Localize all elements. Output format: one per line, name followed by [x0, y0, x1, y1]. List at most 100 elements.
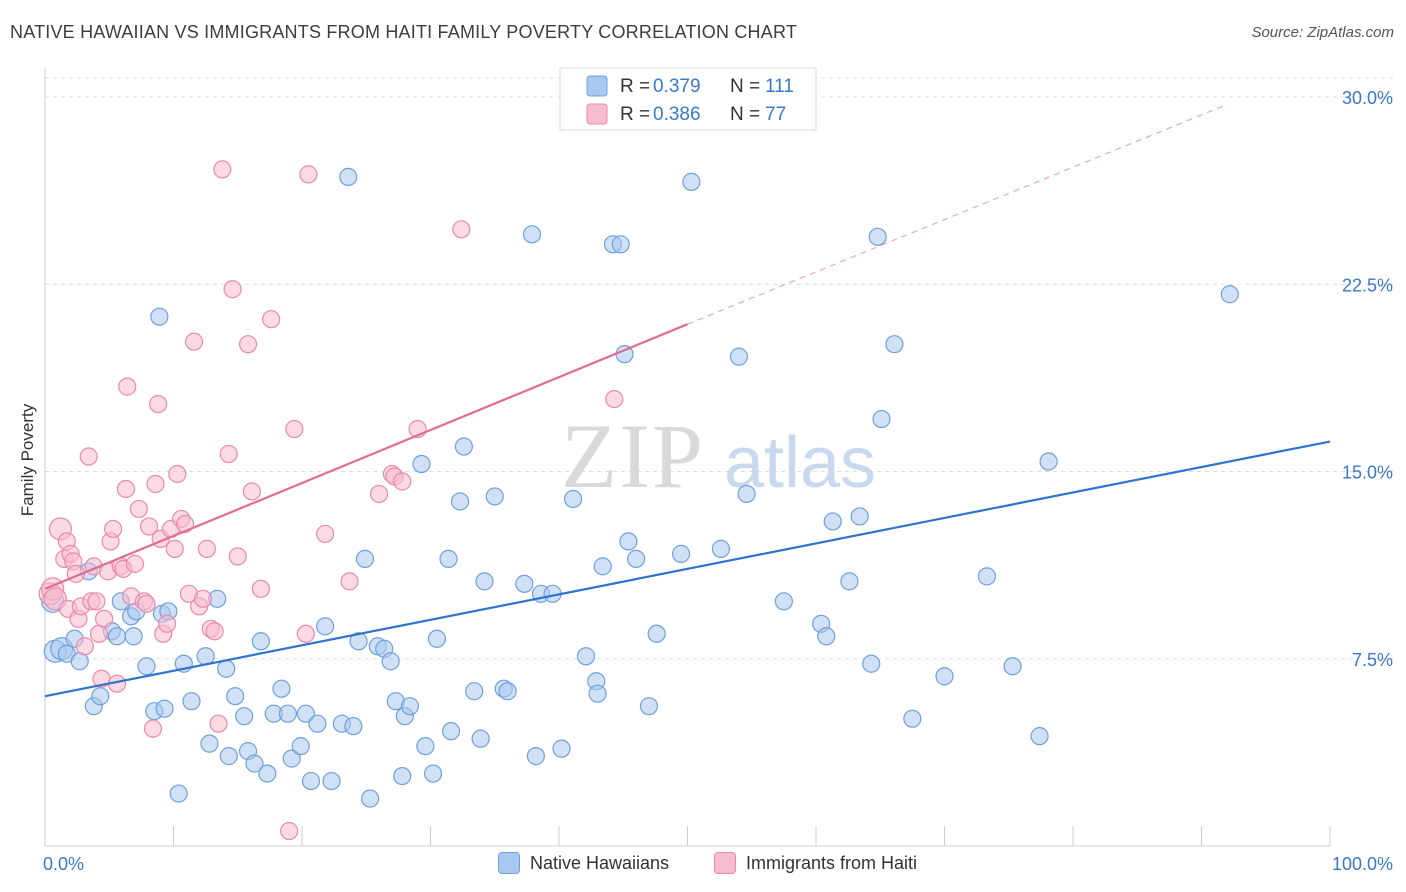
- chart-title: NATIVE HAWAIIAN VS IMMIGRANTS FROM HAITI…: [10, 22, 798, 42]
- immigrants-from-haiti-point-41: [165, 539, 184, 558]
- native-hawaiians-point-89: [647, 624, 666, 643]
- immigrants-from-haiti-point-13: [79, 447, 98, 466]
- native-hawaiians-point-49: [355, 549, 375, 568]
- immigrants-from-haiti-point-65: [316, 524, 335, 544]
- x-tick-label-0: 0.0%: [43, 854, 84, 874]
- native-hawaiians-point-97: [817, 627, 836, 646]
- bottom-legend-swatch-blue: [498, 852, 520, 874]
- grid-lines: [45, 77, 1395, 660]
- immigrants-from-haiti-point-56: [228, 547, 247, 566]
- native-hawaiians-point-106: [935, 667, 954, 686]
- legend-n-label-2: N =: [730, 104, 760, 125]
- immigrants-from-haiti-point-51: [205, 622, 224, 641]
- native-hawaiians-point-38: [282, 749, 301, 768]
- y-axis-label: Family Poverty: [18, 403, 37, 517]
- immigrants-from-haiti-point-67: [370, 484, 389, 504]
- native-hawaiians-point-25: [200, 734, 219, 753]
- immigrants-from-haiti-point-12: [75, 637, 94, 656]
- bottom-legend-item-immigrants-from-haiti: Immigrants from Haiti: [714, 852, 917, 874]
- bottom-legend-item-native-hawaiians: Native Hawaiians: [498, 852, 669, 874]
- native-hawaiians-point-40: [296, 704, 315, 723]
- immigrants-from-haiti-point-36: [148, 394, 168, 414]
- y-tick-labels: 7.5% 15.0% 22.5% 30.0%: [1342, 88, 1393, 670]
- legend-n-value-1: 111: [765, 76, 794, 97]
- native-hawaiians-point-59: [416, 737, 435, 756]
- native-hawaiians-point-87: [626, 549, 646, 568]
- native-hawaiians-point-15: [137, 657, 156, 676]
- native-hawaiians-point-107: [977, 567, 997, 586]
- native-hawaiians-point-66: [465, 682, 484, 701]
- y-tick-label-3: 30.0%: [1342, 88, 1393, 108]
- native-hawaiians-point-65: [454, 437, 474, 456]
- y-tick-label-1: 15.0%: [1342, 463, 1393, 483]
- native-hawaiians-point-81: [588, 684, 607, 703]
- series-immigrants-from-haiti: [38, 160, 624, 841]
- native-hawaiians-point-92: [711, 539, 731, 558]
- immigrants-from-haiti-point-60: [262, 310, 281, 329]
- immigrants-from-haiti-point-46: [184, 332, 204, 351]
- immigrants-from-haiti-point-57: [238, 335, 258, 354]
- immigrants-from-haiti-point-63: [296, 624, 315, 643]
- native-hawaiians-point-47: [344, 717, 363, 736]
- native-hawaiians-point-103: [872, 409, 891, 429]
- native-hawaiians-point-102: [868, 227, 887, 246]
- immigrants-from-haiti-point-32: [137, 594, 156, 613]
- native-hawaiians-point-36: [272, 679, 291, 698]
- native-hawaiians-point-84: [611, 235, 630, 254]
- immigrants-from-haiti-point-70: [393, 472, 412, 491]
- immigrants-from-haiti-point-39: [157, 614, 177, 633]
- native-hawaiians-point-60: [423, 764, 443, 783]
- immigrants-from-haiti-point-58: [242, 482, 261, 501]
- native-hawaiians-point-20: [150, 307, 169, 326]
- native-hawaiians-point-73: [522, 225, 542, 244]
- immigrants-from-haiti-point-42: [168, 464, 187, 484]
- legend-r-label-2: R =: [620, 104, 650, 125]
- native-hawaiians-point-78: [564, 489, 583, 509]
- native-hawaiians-point-57: [400, 697, 420, 716]
- native-hawaiians-point-72: [515, 574, 534, 593]
- native-hawaiians-point-44: [322, 771, 341, 791]
- immigrants-from-haiti-point-19: [95, 609, 114, 628]
- watermark: ZIP atlas: [561, 405, 876, 507]
- native-hawaiians-point-99: [840, 572, 859, 591]
- native-hawaiians-point-39: [291, 737, 310, 756]
- immigrants-from-haiti-point-53: [213, 160, 232, 179]
- y-tick-label-0: 7.5%: [1352, 650, 1393, 670]
- native-hawaiians-point-105: [903, 709, 922, 728]
- native-hawaiians-point-46: [339, 167, 358, 186]
- native-hawaiians-point-98: [823, 512, 842, 531]
- immigrants-from-haiti-point-62: [285, 419, 304, 439]
- native-hawaiians-point-71: [498, 682, 517, 701]
- native-hawaiians-point-28: [219, 747, 238, 766]
- native-hawaiians-point-32: [245, 754, 264, 773]
- bottom-legend-label-1: Native Hawaiians: [530, 852, 670, 873]
- legend-r-value-2: 0.386: [653, 104, 701, 125]
- immigrants-from-haiti-point-72: [452, 220, 471, 239]
- native-hawaiians-point-30: [235, 707, 254, 726]
- immigrants-from-haiti-point-59: [251, 579, 270, 598]
- legend-r-label-1: R =: [620, 76, 650, 97]
- native-hawaiians-point-50: [361, 789, 380, 808]
- axes: [44, 68, 1331, 847]
- immigrants-from-haiti-point-30: [129, 499, 148, 519]
- native-hawaiians-point-88: [639, 697, 659, 716]
- native-hawaiians-point-94: [737, 484, 756, 504]
- bottom-legend-label-2: Immigrants from Haiti: [746, 852, 918, 873]
- legend-box: R = 0.379 N = 111 R = 0.386 N = 77: [559, 67, 817, 131]
- native-hawaiians-point-110: [1039, 452, 1058, 471]
- x-tick-labels: 0.0% 100.0%: [43, 854, 1393, 874]
- native-hawaiians-point-42: [308, 714, 327, 733]
- trend-line-native-hawaiians: [44, 440, 1331, 698]
- native-hawaiians-point-63: [441, 722, 461, 741]
- native-hawaiians-point-93: [729, 347, 749, 366]
- native-hawaiians-point-8: [91, 687, 110, 706]
- native-hawaiians-point-104: [885, 335, 904, 354]
- native-hawaiians-point-90: [671, 544, 691, 563]
- immigrants-from-haiti-point-44: [175, 514, 195, 534]
- bottom-legend-swatch-pink: [714, 852, 736, 874]
- immigrants-from-haiti-point-22: [104, 519, 123, 539]
- native-hawaiians-point-61: [427, 629, 447, 648]
- trend-line-extension-immigrants-from-haiti: [687, 103, 1228, 325]
- native-hawaiians-point-79: [576, 647, 596, 666]
